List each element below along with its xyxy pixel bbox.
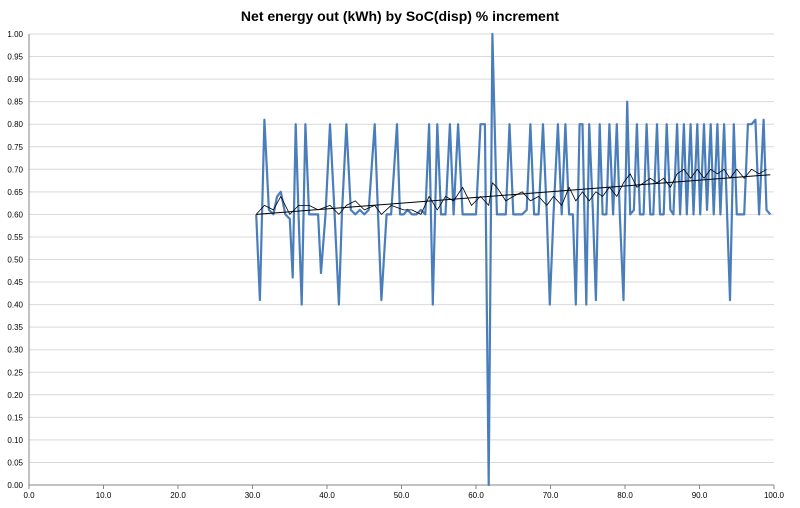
x-tick-label: 60.0 — [468, 491, 484, 500]
y-tick-label: 0.35 — [7, 323, 23, 332]
trend-line — [256, 174, 771, 215]
y-tick-label: 0.90 — [7, 75, 23, 84]
x-tick-label: 30.0 — [245, 491, 261, 500]
y-tick-label: 0.95 — [7, 53, 23, 62]
y-tick-label: 0.65 — [7, 188, 23, 197]
data-series — [255, 32, 772, 487]
y-tick-label: 0.50 — [7, 256, 23, 265]
y-tick-label: 0.45 — [7, 278, 23, 287]
x-tick-label: 90.0 — [692, 491, 708, 500]
chart-title: Net energy out (kWh) by SoC(disp) % incr… — [240, 8, 560, 24]
y-tick-label: 0.30 — [7, 346, 23, 355]
y-tick-label: 0.05 — [7, 458, 23, 467]
y-tick-label: 0.10 — [7, 436, 23, 445]
y-tick-label: 0.80 — [7, 120, 23, 129]
x-tick-label: 50.0 — [394, 491, 410, 500]
y-tick-label: 0.85 — [7, 98, 23, 107]
y-tick-label: 0.40 — [7, 301, 23, 310]
y-axis-tick-labels: 0.00 0.05 0.10 0.15 0.20 0.25 0.30 0.35 0.40 0.45… — [7, 30, 23, 490]
x-tick-label: 10.0 — [96, 491, 112, 500]
x-tick-label: 0.0 — [23, 491, 35, 500]
y-tick-label: 1.00 — [7, 30, 23, 39]
axes — [28, 34, 775, 489]
y-tick-label: 0.20 — [7, 391, 23, 400]
y-tick-label: 0.15 — [7, 413, 23, 422]
x-tick-label: 100.0 — [764, 491, 785, 500]
y-tick-label: 0.60 — [7, 210, 23, 219]
x-tick-label: 40.0 — [319, 491, 335, 500]
moving-average-line — [255, 168, 767, 215]
y-tick-label: 0.25 — [7, 368, 23, 377]
x-axis-tick-labels: 0.0 10.0 20.0 30.0 40.0 50.0 60.0 70.0 80.0 90.0 1… — [23, 491, 784, 500]
gridlines — [29, 33, 774, 463]
y-tick-label: 0.70 — [7, 165, 23, 174]
y-tick-label: 0.55 — [7, 233, 23, 242]
y-tick-label: 0.75 — [7, 143, 23, 152]
x-tick-label: 80.0 — [617, 491, 633, 500]
x-tick-label: 70.0 — [543, 491, 559, 500]
y-tick-label: 0.00 — [7, 481, 23, 490]
x-tick-label: 20.0 — [170, 491, 186, 500]
series-line — [255, 32, 772, 487]
